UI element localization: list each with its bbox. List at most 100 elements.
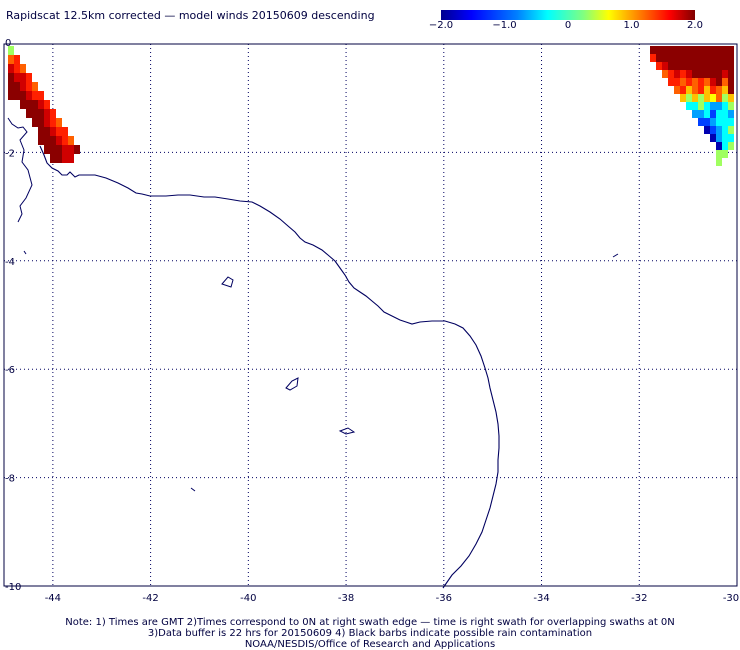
wind-cell (704, 46, 710, 54)
wind-cell (650, 46, 656, 54)
wind-cell (56, 118, 62, 127)
wind-cell (662, 70, 668, 78)
wind-cell (680, 86, 686, 94)
wind-cell (728, 118, 734, 126)
wind-cell (656, 46, 662, 54)
wind-cell (38, 100, 44, 109)
wind-cell (44, 118, 50, 127)
wind-cell (728, 62, 734, 70)
wind-cell (686, 78, 692, 86)
wind-cell (716, 126, 722, 134)
wind-cell (62, 145, 68, 154)
wind-cell (50, 136, 56, 145)
wind-cell (8, 55, 14, 64)
wind-cell (14, 91, 20, 100)
lon-tick-label: -32 (631, 593, 647, 604)
wind-cell (722, 46, 728, 54)
wind-cell (710, 126, 716, 134)
wind-cell (680, 62, 686, 70)
wind-cell (698, 46, 704, 54)
wind-cell (680, 70, 686, 78)
wind-cell (26, 73, 32, 82)
wind-cell (722, 70, 728, 78)
wind-cell (698, 70, 704, 78)
wind-cell (32, 91, 38, 100)
wind-cell (716, 110, 722, 118)
wind-cell (728, 94, 734, 102)
wind-cell (698, 62, 704, 70)
wind-cell (62, 136, 68, 145)
wind-cell (722, 54, 728, 62)
wind-cell (50, 109, 56, 118)
wind-cell (704, 102, 710, 110)
wind-cell (704, 70, 710, 78)
wind-cell (68, 154, 74, 163)
wind-cell (698, 118, 704, 126)
wind-cell (698, 78, 704, 86)
wind-cell (692, 94, 698, 102)
wind-cell (8, 73, 14, 82)
colorbar-tick-label: 1.0 (623, 20, 640, 31)
wind-cell (668, 46, 674, 54)
wind-cell (704, 126, 710, 134)
wind-cell (692, 102, 698, 110)
wind-cell (14, 55, 20, 64)
wind-cell (686, 46, 692, 54)
wind-cell (38, 136, 44, 145)
wind-cell (704, 110, 710, 118)
wind-cell (38, 118, 44, 127)
wind-cell (14, 64, 20, 73)
wind-cell (680, 78, 686, 86)
wind-cell (722, 62, 728, 70)
wind-cell (674, 86, 680, 94)
island-a (221, 276, 234, 288)
note-line-1: Note: 1) Times are GMT 2)Times correspon… (65, 617, 675, 628)
wind-cell (728, 142, 734, 150)
note-line-3: NOAA/NESDIS/Office of Research and Appli… (244, 639, 496, 650)
wind-cell (674, 54, 680, 62)
wind-cell (728, 134, 734, 142)
wind-cell (38, 109, 44, 118)
wind-cell (716, 150, 722, 158)
wind-cell (716, 118, 722, 126)
wind-cell (26, 100, 32, 109)
wind-cell (56, 127, 62, 136)
wind-cell (668, 54, 674, 62)
wind-cell (44, 109, 50, 118)
island-b (285, 377, 299, 391)
wind-cell (692, 78, 698, 86)
wind-cell (722, 142, 728, 150)
colorbar (441, 10, 695, 20)
wind-cell (656, 54, 662, 62)
wind-cell (716, 62, 722, 70)
wind-cell (698, 110, 704, 118)
wind-cell (686, 86, 692, 94)
wind-cell (56, 136, 62, 145)
wind-cell (704, 54, 710, 62)
wind-cell (680, 54, 686, 62)
wind-cell (710, 118, 716, 126)
wind-cell (26, 109, 32, 118)
wind-cell (686, 54, 692, 62)
wind-cell (704, 94, 710, 102)
lat-tick-label: 0 (5, 38, 11, 49)
wind-cell (662, 62, 668, 70)
lon-tick-label: -34 (533, 593, 549, 604)
wind-cell (8, 46, 14, 55)
map-title: Rapidscat 12.5km corrected — model winds… (6, 9, 375, 22)
wind-cell (44, 127, 50, 136)
wind-cell (668, 62, 674, 70)
lat-tick-label: -2 (5, 148, 15, 159)
wind-cell (722, 150, 728, 158)
wind-cell (38, 127, 44, 136)
wind-cell (692, 86, 698, 94)
wind-cell (710, 94, 716, 102)
wind-cell (14, 82, 20, 91)
wind-cell (20, 82, 26, 91)
wind-cell (692, 110, 698, 118)
wind-cell (728, 102, 734, 110)
wind-cell (50, 118, 56, 127)
wind-cell (650, 54, 656, 62)
wind-cell (698, 102, 704, 110)
